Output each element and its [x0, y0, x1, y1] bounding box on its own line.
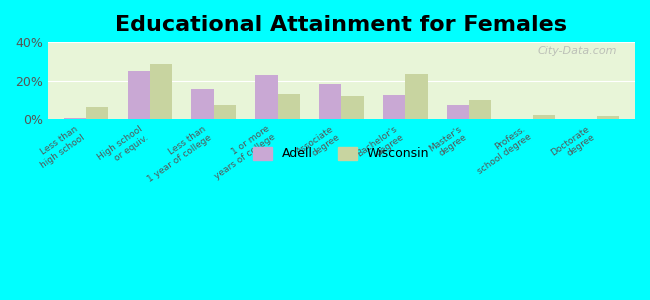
- Bar: [86, 106, 109, 119]
- Bar: [533, 115, 555, 119]
- Bar: [405, 74, 428, 119]
- Bar: [597, 116, 619, 119]
- Bar: [150, 64, 172, 119]
- Bar: [64, 118, 86, 119]
- Bar: [383, 95, 405, 119]
- Bar: [214, 105, 236, 119]
- Bar: [319, 85, 341, 119]
- Bar: [469, 100, 491, 119]
- Bar: [278, 94, 300, 119]
- Text: City-Data.com: City-Data.com: [538, 46, 617, 56]
- Bar: [447, 105, 469, 119]
- Bar: [341, 96, 364, 119]
- Bar: [191, 89, 214, 119]
- Legend: Adell, Wisconsin: Adell, Wisconsin: [248, 142, 434, 165]
- Bar: [255, 75, 278, 119]
- Bar: [127, 71, 150, 119]
- Title: Educational Attainment for Females: Educational Attainment for Females: [115, 15, 567, 35]
